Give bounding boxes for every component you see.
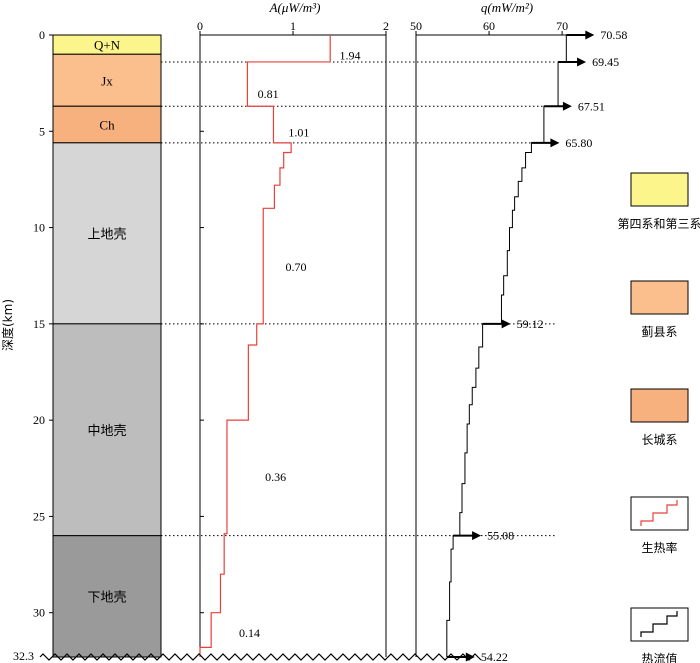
legend-label: 第四系和第三系 xyxy=(617,217,700,231)
heat-flow-value-label: 55.08 xyxy=(487,529,514,543)
heat-flow-arrow-head xyxy=(550,138,560,148)
heat-flow-value-label: 70.58 xyxy=(600,28,627,42)
column-layer-label: 中地壳 xyxy=(87,424,126,439)
column-layer-label: Ch xyxy=(99,118,115,133)
heat-production-value-label: 0.70 xyxy=(286,260,307,274)
legend-step-line xyxy=(640,611,678,637)
depth-tick-label: 5 xyxy=(39,124,45,138)
depth-tick-label: 30 xyxy=(33,606,45,620)
legend-swatch xyxy=(630,172,689,207)
heat-flow-arrow-head xyxy=(472,531,482,541)
heat-production-value-label: 1.01 xyxy=(288,125,309,139)
depth-axis: 深度(km) 0 5 10 15 20 25 30 32.3 xyxy=(0,28,53,663)
layer-boundary-guides xyxy=(161,61,555,537)
depth-tick-label: 20 xyxy=(33,413,45,427)
column-layer-label: 上地壳 xyxy=(87,227,126,242)
heat-flow-value-label: 59.12 xyxy=(517,317,544,331)
q-tick-label: 50 xyxy=(410,19,422,33)
heat-production-chart-title: A(μW/m³) xyxy=(269,0,321,15)
heat-flow-value-label: 67.51 xyxy=(578,99,605,113)
column-layer xyxy=(52,323,162,537)
zigzag-base-line xyxy=(39,653,482,661)
legend-swatch xyxy=(630,280,689,315)
heat-flow-arrow-head xyxy=(577,57,587,67)
q-tick-label: 70 xyxy=(556,19,568,33)
heat-production-value-label: 0.14 xyxy=(239,626,260,640)
legend-label: 生热率 xyxy=(641,540,677,555)
column-layer-label: 下地壳 xyxy=(87,590,126,605)
heat-flow-arrow-head xyxy=(562,101,572,111)
column-layer xyxy=(52,53,162,107)
heat-flow-arrow-head xyxy=(501,319,511,329)
depth-tick-label: 25 xyxy=(33,509,45,523)
legend-step-line xyxy=(640,500,678,526)
heat-production-chart: A(μW/m³) 0 1 2 1.94 0.81 1.01 0.70 0.36 0.14 xyxy=(197,0,389,657)
heat-production-series xyxy=(199,35,331,657)
heat-flow-value-label: 69.45 xyxy=(592,55,619,69)
heat-flow-series xyxy=(446,35,567,657)
heat-flow-arrow-head xyxy=(585,30,595,40)
depth-tick-label: 15 xyxy=(33,317,45,331)
heat-production-value-label: 0.81 xyxy=(258,87,279,101)
depth-tick-label: 10 xyxy=(33,221,45,235)
heat-flow-chart-title: q(mW/m²) xyxy=(481,0,533,15)
legend-swatch xyxy=(630,388,689,423)
legend-label: 长城系 xyxy=(641,433,677,447)
heat-flow-arrow-head xyxy=(465,652,475,662)
depth-axis-label: 深度(km) xyxy=(0,299,15,351)
depth-tick-label: 0 xyxy=(39,28,45,42)
depth-axis-bottom-label: 32.3 xyxy=(13,649,34,663)
q-tick-label: 60 xyxy=(483,19,495,33)
a-tick-label: 2 xyxy=(383,19,389,33)
heat-production-value-label: 0.36 xyxy=(265,470,286,484)
legend-label: 蓟县系 xyxy=(641,325,677,339)
heat-flow-value-label: 65.80 xyxy=(565,136,592,150)
a-tick-label: 1 xyxy=(290,19,296,33)
a-tick-label: 0 xyxy=(197,19,203,33)
heat-production-value-label: 1.94 xyxy=(340,48,361,62)
column-layer xyxy=(52,105,162,144)
heat-flow-chart: q(mW/m²) 50 60 70 70.58 69.45 67.51 65.80 59.1… xyxy=(410,0,627,663)
legend-label: 热流值 xyxy=(641,651,677,663)
column-layer xyxy=(52,535,162,658)
column-layer-label: Jx xyxy=(101,73,113,88)
heat-flow-value-label: 54.22 xyxy=(481,650,508,663)
column-layer-label: Q+N xyxy=(94,38,121,53)
